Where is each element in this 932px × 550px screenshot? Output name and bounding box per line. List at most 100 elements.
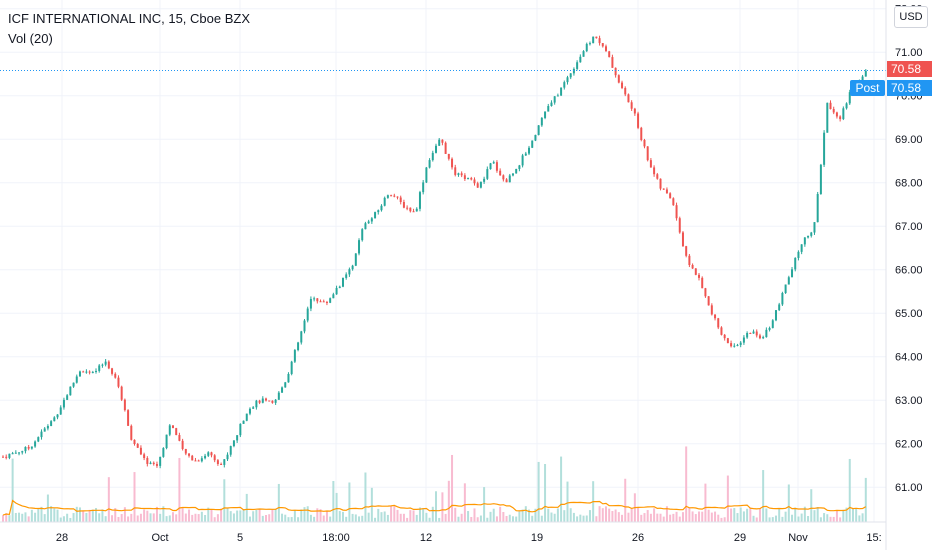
- volume-bar: [171, 512, 174, 522]
- volume-bar: [322, 515, 325, 522]
- volume-bar: [476, 517, 479, 522]
- volume-bar: [271, 509, 274, 522]
- volume-bar: [277, 483, 280, 522]
- volume-bar: [409, 510, 412, 522]
- candle-body: [662, 188, 665, 190]
- candle-body: [598, 38, 601, 44]
- candle-body: [556, 95, 559, 97]
- volume-bar: [178, 457, 181, 522]
- candle-body: [669, 193, 672, 199]
- candle-body: [492, 162, 495, 164]
- volume-bar: [752, 515, 755, 522]
- candle-body: [229, 446, 232, 455]
- volume-bar: [826, 514, 829, 522]
- candle-body: [717, 318, 720, 328]
- candle-body: [265, 398, 268, 401]
- candle-body: [316, 298, 319, 302]
- candle-body: [704, 288, 707, 297]
- volume-bar: [681, 512, 684, 522]
- candle-body: [579, 56, 582, 63]
- volume-bar: [720, 517, 723, 522]
- price-tick-label: 66.00: [895, 265, 923, 277]
- candle-body: [213, 455, 216, 461]
- volume-bar: [213, 517, 216, 522]
- candle-body: [435, 145, 437, 153]
- candle-body: [127, 410, 130, 426]
- volume-bar: [781, 516, 784, 522]
- candle-body: [309, 298, 312, 309]
- currency-button[interactable]: USD: [894, 6, 928, 28]
- volume-bar: [502, 511, 505, 522]
- candle-body: [694, 268, 697, 275]
- candle-body: [313, 298, 316, 300]
- candle-body: [354, 253, 357, 266]
- candle-body: [627, 94, 630, 103]
- candle-body: [111, 368, 114, 374]
- volume-bar: [515, 516, 518, 522]
- volume-bar: [800, 513, 803, 522]
- volume-bar: [418, 507, 421, 522]
- volume-bar: [765, 508, 768, 522]
- candle-body: [136, 443, 139, 448]
- candle-body: [268, 400, 271, 402]
- volume-bar: [364, 472, 367, 522]
- candle-body: [325, 302, 328, 304]
- volume-bar: [444, 513, 447, 522]
- volume-bar: [672, 513, 675, 522]
- volume-bar: [791, 514, 794, 522]
- candle-body: [133, 439, 136, 444]
- candle-body: [146, 458, 149, 464]
- volume-bar: [91, 509, 94, 522]
- volume-bar: [111, 515, 114, 522]
- candle-body: [544, 111, 547, 118]
- candle-body: [739, 342, 742, 345]
- volume-bar: [604, 506, 607, 522]
- candle-body: [220, 463, 223, 465]
- time-tick-label: Oct: [151, 532, 168, 544]
- candle-body: [524, 153, 527, 156]
- candle-body: [14, 452, 17, 454]
- volume-bar: [18, 512, 21, 522]
- candle-body: [563, 82, 566, 88]
- candle-body: [415, 208, 418, 212]
- volume-bar: [534, 508, 537, 522]
- volume-bar: [601, 508, 604, 522]
- candle-body: [293, 350, 296, 362]
- volume-bar: [316, 508, 319, 522]
- volume-bar: [284, 514, 287, 522]
- volume-bar: [175, 514, 178, 522]
- candle-body: [457, 173, 460, 175]
- candle-body: [56, 414, 59, 418]
- volume-bar: [842, 509, 845, 522]
- candle-body: [710, 305, 713, 315]
- volume-bar: [749, 507, 752, 522]
- volume-bar: [492, 508, 495, 522]
- time-tick-label: 29: [734, 532, 746, 544]
- candle-body: [714, 314, 717, 319]
- price-tick-label: 69.00: [895, 134, 923, 146]
- candle-body: [691, 265, 694, 269]
- time-tick-label: 28: [56, 532, 68, 544]
- candle-body: [361, 229, 364, 241]
- candle-body: [483, 178, 486, 182]
- candle-body: [438, 139, 441, 146]
- volume-indicator-label[interactable]: Vol (20): [8, 31, 53, 46]
- volume-bar: [653, 508, 656, 522]
- volume-bar: [98, 513, 101, 522]
- volume-bar: [489, 511, 492, 522]
- volume-bar: [704, 483, 707, 522]
- candle-body: [197, 460, 200, 462]
- candle-body: [685, 246, 688, 256]
- candle-body: [322, 301, 325, 303]
- volume-bar: [425, 512, 428, 522]
- candle-body: [66, 395, 69, 400]
- candle-body: [502, 175, 505, 180]
- volume-bar: [441, 492, 444, 522]
- volume-bar: [431, 506, 434, 522]
- volume-bar: [739, 507, 742, 522]
- candle-body: [287, 373, 290, 383]
- candle-body: [88, 371, 91, 373]
- price-tick-label: 65.00: [895, 308, 923, 320]
- candle-body: [303, 320, 306, 332]
